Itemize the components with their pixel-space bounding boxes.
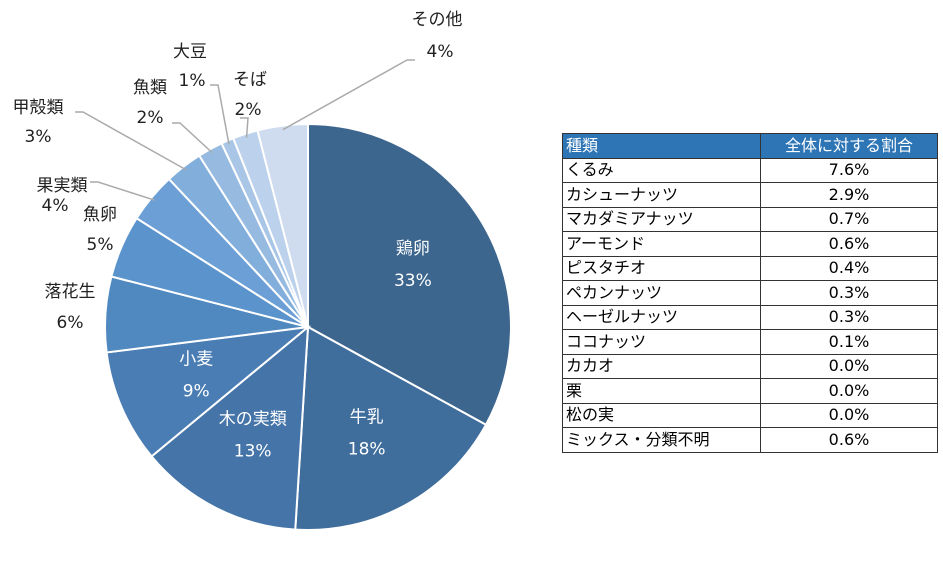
table-row: ヘーゼルナッツ 0.3%: [562, 304, 938, 330]
share-cell: 0.4%: [760, 255, 938, 281]
pie-slice: [150, 324, 310, 531]
slice-value: 2%: [235, 100, 262, 120]
slice-value: 2%: [137, 108, 164, 128]
share-cell: 0.0%: [760, 402, 938, 428]
header-cell: 種類: [562, 133, 761, 159]
share-cell: 0.1%: [760, 329, 938, 355]
slice-label: その他: [412, 10, 463, 30]
table-row: ペカンナッツ 0.3%: [562, 280, 938, 306]
table-header: 種類 全体に対する割合: [562, 133, 938, 159]
type-cell: ココナッツ: [562, 329, 761, 355]
slice-value: 13%: [234, 442, 272, 462]
leader-line: [282, 59, 415, 131]
share-cell: 2.9%: [760, 182, 938, 208]
type-cell: 松の実: [562, 402, 761, 428]
type-cell: カカオ: [562, 353, 761, 379]
slice-label: 果実類: [37, 176, 88, 196]
leader-line: [210, 84, 230, 145]
leader-line: [240, 117, 249, 138]
slice-label: 落花生: [45, 282, 96, 302]
data-table: 種類 全体に対する割合 くるみ 7.6% カシューナッツ 2.9% マカダミアナッツ 0.…: [562, 133, 938, 453]
slice-label: 鶏卵: [396, 239, 430, 259]
table-row: アーモンド 0.6%: [562, 231, 938, 257]
type-cell: カシューナッツ: [562, 182, 761, 208]
slice-label: 魚卵: [83, 205, 117, 225]
table-row: カシューナッツ 2.9%: [562, 182, 938, 208]
slice-value: 18%: [348, 440, 386, 460]
share-cell: 0.7%: [760, 206, 938, 232]
pie-slice: [256, 122, 309, 328]
slice-label: 魚類: [133, 78, 167, 98]
slice-value: 3%: [25, 127, 52, 147]
share-cell: 0.6%: [760, 427, 938, 453]
type-cell: ヘーゼルナッツ: [562, 304, 761, 330]
table-row: マカダミアナッツ 0.7%: [562, 206, 938, 232]
table-row: ミックス・分類不明 0.6%: [562, 427, 938, 453]
slice-label: 小麦: [179, 349, 213, 369]
slice-label: 木の実類: [219, 410, 287, 430]
leader-line: [75, 111, 187, 171]
slice-label: 大豆: [173, 42, 207, 62]
pie-slice: [307, 122, 512, 427]
slice-value: 1%: [179, 71, 206, 91]
slice-value: 5%: [87, 235, 114, 255]
type-cell: ミックス・分類不明: [562, 427, 761, 453]
type-cell: くるみ: [562, 157, 761, 183]
slice-label: 牛乳: [350, 408, 384, 428]
slice-value: 4%: [42, 196, 69, 216]
leader-line: [90, 181, 155, 201]
leader-line: [172, 122, 213, 154]
slice-value: 4%: [427, 42, 454, 62]
slice-label: 甲殻類: [13, 98, 64, 118]
pie-slice: [294, 325, 488, 531]
table-row: 松の実 0.0%: [562, 402, 938, 428]
share-cell: 0.3%: [760, 280, 938, 306]
type-cell: 栗: [562, 378, 761, 404]
share-cell: 0.0%: [760, 353, 938, 379]
share-cell: 7.6%: [760, 157, 938, 183]
table-row: カカオ 0.0%: [562, 353, 938, 379]
header-cell: 全体に対する割合: [760, 133, 938, 159]
type-cell: マカダミアナッツ: [562, 206, 761, 232]
type-cell: ペカンナッツ: [562, 280, 761, 306]
slice-value: 9%: [183, 381, 210, 401]
share-cell: 0.3%: [760, 304, 938, 330]
share-cell: 0.0%: [760, 378, 938, 404]
type-cell: アーモンド: [562, 231, 761, 257]
table-row: ピスタチオ 0.4%: [562, 255, 938, 281]
slice-label: そば: [233, 70, 267, 90]
table-row: くるみ 7.6%: [562, 157, 938, 183]
table-row: ココナッツ 0.1%: [562, 329, 938, 355]
type-cell: ピスタチオ: [562, 255, 761, 281]
share-cell: 0.6%: [760, 231, 938, 257]
pie-slice: [105, 325, 312, 458]
table-row: 栗 0.0%: [562, 378, 938, 404]
slice-value: 6%: [57, 313, 84, 333]
slice-value: 33%: [394, 271, 432, 291]
